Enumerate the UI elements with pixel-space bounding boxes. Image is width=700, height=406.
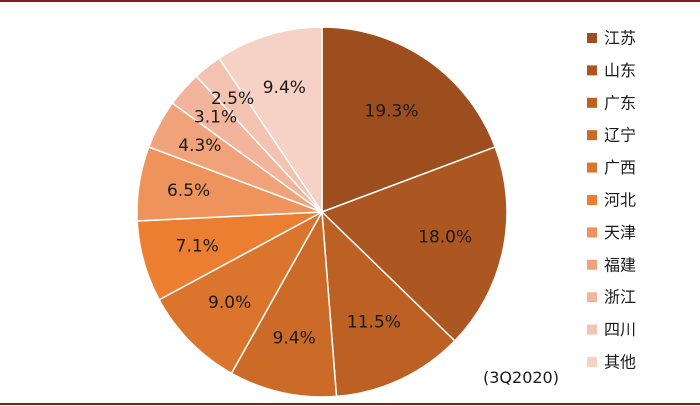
- legend-swatch-7: [587, 227, 597, 238]
- pie-slices: [136, 26, 508, 398]
- legend-swatch-8: [587, 259, 597, 270]
- slice-value-label-5: 9.0%: [208, 293, 251, 313]
- legend-swatch-6: [587, 195, 597, 205]
- slice-labels: 19.3% 18.0% 11.5% 9.4% 9.0% 7.1% 6.5% 4.3% 3.1%2…: [167, 78, 472, 348]
- legend-swatch-5: [587, 162, 597, 173]
- legend-label-3: 广东: [604, 93, 636, 112]
- slice-value-label-4: 9.4%: [273, 328, 316, 348]
- pie-slice-5: [158, 210, 324, 375]
- legend-label-11: 其他: [604, 353, 636, 372]
- legend-swatch-3: [587, 97, 597, 108]
- slice-value-label-8: 4.3%: [178, 136, 221, 156]
- legend-label-5: 广西: [604, 158, 636, 177]
- legend-label-10: 四川: [604, 320, 636, 339]
- legend-label-2: 山东: [604, 61, 636, 80]
- pie-slice-3: [321, 210, 456, 398]
- period-note: (3Q2020): [483, 368, 559, 387]
- legend-label-6: 河北: [604, 191, 636, 210]
- legend-swatch-2: [587, 65, 597, 76]
- pie-slice-4: [230, 209, 338, 398]
- slice-value-label-3: 11.5%: [347, 313, 401, 333]
- legend-label-8: 福建: [604, 255, 636, 274]
- legend-label-9: 浙江: [604, 288, 636, 307]
- pie-slice-11: [218, 26, 323, 215]
- legend-swatch-10: [587, 324, 597, 335]
- slice-value-label-6: 7.1%: [176, 237, 219, 257]
- slice-value-label-1: 19.3%: [365, 102, 419, 122]
- slice-value-label-11: 9.4%: [263, 78, 306, 98]
- legend-swatch-11: [587, 357, 597, 367]
- slice-value-label-7: 6.5%: [167, 181, 210, 201]
- legend-swatch-1: [587, 33, 597, 43]
- slice-value-label-2: 18.0%: [418, 228, 472, 248]
- legend-swatch-4: [587, 130, 597, 141]
- slice-value-label-9: 3.1%: [194, 107, 237, 127]
- pie-slice-1: [321, 26, 497, 214]
- legend-swatch-9: [587, 292, 597, 303]
- slice-value-label-10: 2.5%: [211, 89, 254, 109]
- legend-label-7: 天津: [604, 223, 636, 242]
- legend-label-1: 江苏: [604, 29, 636, 48]
- legend-label-4: 辽宁: [604, 126, 636, 145]
- pie-slice-2: [320, 145, 508, 342]
